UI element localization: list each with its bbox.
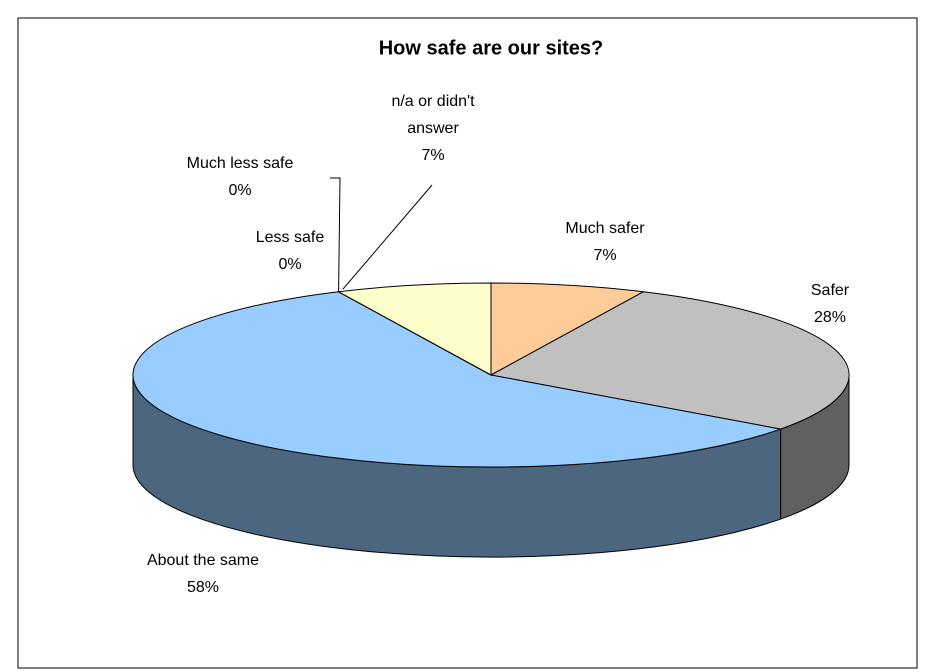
leader-line [330, 177, 341, 292]
data-label-name: About the same [146, 552, 260, 569]
pie-slice [132, 291, 783, 468]
data-label-value: 58% [186, 579, 220, 596]
data-label-value: 0% [278, 256, 302, 273]
pie-slice [336, 282, 492, 376]
pie-slice [490, 282, 646, 376]
data-label-value: 0% [228, 182, 252, 199]
data-label-name: Much less safe [186, 155, 294, 172]
data-label-name: Safer [810, 282, 850, 299]
chart-title: How safe are our sites? [379, 37, 604, 59]
data-label-value: 28% [813, 309, 847, 326]
pie-slice [489, 291, 850, 430]
data-label-name: n/a or didn't answer [391, 93, 475, 137]
leader-line [342, 184, 433, 290]
data-label-value: 7% [593, 247, 617, 264]
data-label-name: Much safer [565, 220, 645, 237]
data-label-name: Less safe [255, 229, 325, 246]
data-label-value: 7% [421, 147, 445, 164]
